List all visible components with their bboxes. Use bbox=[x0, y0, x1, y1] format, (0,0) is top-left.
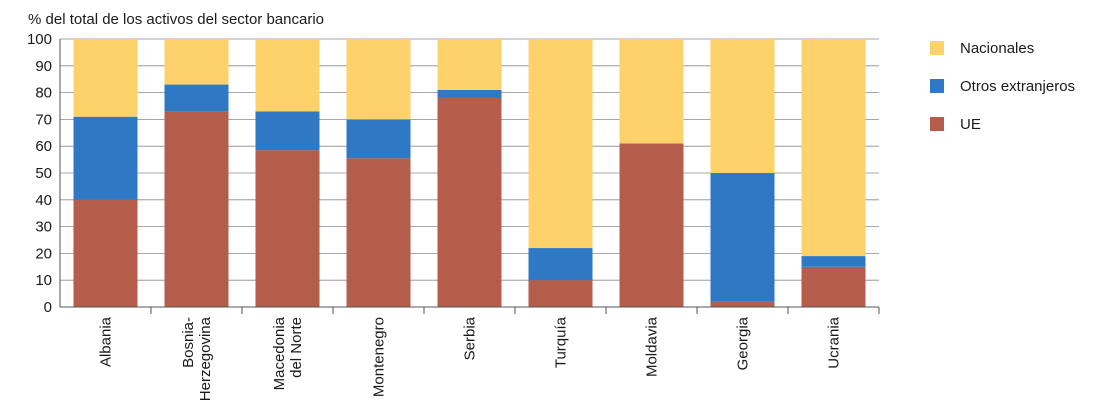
bar-segment-otros-extranjeros bbox=[710, 173, 775, 302]
bar-segment-ue bbox=[164, 111, 229, 307]
category-label: Serbia bbox=[462, 316, 479, 360]
legend-label: Nacionales bbox=[960, 39, 1035, 57]
category-label-line: Albania bbox=[98, 316, 115, 367]
bar-segment-otros-extranjeros bbox=[528, 248, 593, 281]
y-tick-label: 30 bbox=[35, 219, 52, 236]
bar-segment-nacionales bbox=[801, 39, 866, 257]
category-label-line: Macedonia bbox=[271, 316, 288, 390]
bar-segment-ue bbox=[801, 266, 866, 307]
bar-segment-nacionales bbox=[528, 39, 593, 249]
bar-segment-otros-extranjeros bbox=[164, 84, 229, 112]
legend-item: UE bbox=[930, 114, 1075, 134]
category-label-line: Turquía bbox=[553, 316, 570, 368]
bar-segment-otros-extranjeros bbox=[437, 89, 502, 98]
bar-segment-nacionales bbox=[710, 39, 775, 173]
category-label: Ucrania bbox=[826, 316, 843, 368]
y-tick-label: 90 bbox=[35, 58, 52, 75]
bar-segment-nacionales bbox=[73, 39, 138, 117]
category-label-line: Bosnia- bbox=[180, 317, 197, 368]
y-tick-label: 20 bbox=[35, 245, 52, 262]
bar-segment-ue bbox=[346, 158, 411, 307]
y-axis-title: % del total de los activos del sector ba… bbox=[28, 11, 324, 28]
bar-segment-nacionales bbox=[619, 39, 684, 144]
category-label-line: Montenegro bbox=[371, 317, 388, 397]
bar-segment-ue bbox=[437, 97, 502, 308]
bar-segment-ue bbox=[73, 199, 138, 307]
y-tick-label: 0 bbox=[44, 299, 52, 316]
bar-segment-otros-extranjeros bbox=[346, 119, 411, 159]
legend-swatch bbox=[930, 41, 944, 55]
bar-segment-nacionales bbox=[255, 39, 320, 112]
y-tick-label: 10 bbox=[35, 272, 52, 289]
bar-segment-ue bbox=[710, 301, 775, 307]
bar-segment-otros-extranjeros bbox=[73, 116, 138, 200]
y-tick-label: 40 bbox=[35, 192, 52, 209]
y-tick-label: 60 bbox=[35, 138, 52, 155]
category-label-line: Moldavia bbox=[644, 316, 661, 377]
category-label-line: Serbia bbox=[462, 316, 479, 360]
category-label: Bosnia- Herzegovina bbox=[180, 316, 214, 401]
bar-segment-nacionales bbox=[164, 39, 229, 85]
legend-label: Otros extranjeros bbox=[960, 77, 1076, 95]
category-label: Montenegro bbox=[371, 317, 388, 397]
category-label: Turquía bbox=[553, 316, 570, 368]
bar-segment-ue bbox=[255, 150, 320, 307]
category-label-line: del Norte bbox=[288, 317, 305, 378]
category-label-line: Ucrania bbox=[826, 316, 843, 368]
bar-segment-nacionales bbox=[346, 39, 411, 120]
bar-segment-ue bbox=[528, 280, 593, 307]
y-tick-label: 50 bbox=[35, 165, 52, 182]
category-label-line: Georgia bbox=[735, 316, 752, 370]
legend-item: Nacionales bbox=[930, 38, 1075, 58]
legend-swatch bbox=[930, 79, 944, 93]
bar-segment-nacionales bbox=[437, 39, 502, 90]
legend-swatch bbox=[930, 117, 944, 131]
chart-legend: Nacionales Otros extranjeros UE bbox=[930, 38, 1075, 152]
category-label: Albania bbox=[98, 316, 115, 367]
bar-segment-otros-extranjeros bbox=[801, 256, 866, 267]
y-tick-label: 100 bbox=[27, 31, 52, 48]
category-label: Moldavia bbox=[644, 316, 661, 377]
category-label: Macedonia del Norte bbox=[271, 316, 305, 390]
category-label: Georgia bbox=[735, 316, 752, 370]
legend-label: UE bbox=[960, 115, 981, 133]
bar-segment-otros-extranjeros bbox=[255, 111, 320, 151]
bar-segment-ue bbox=[619, 143, 684, 307]
y-tick-label: 70 bbox=[35, 111, 52, 128]
legend-item: Otros extranjeros bbox=[930, 76, 1075, 96]
category-label-line: Herzegovina bbox=[197, 316, 214, 401]
y-tick-label: 80 bbox=[35, 85, 52, 102]
